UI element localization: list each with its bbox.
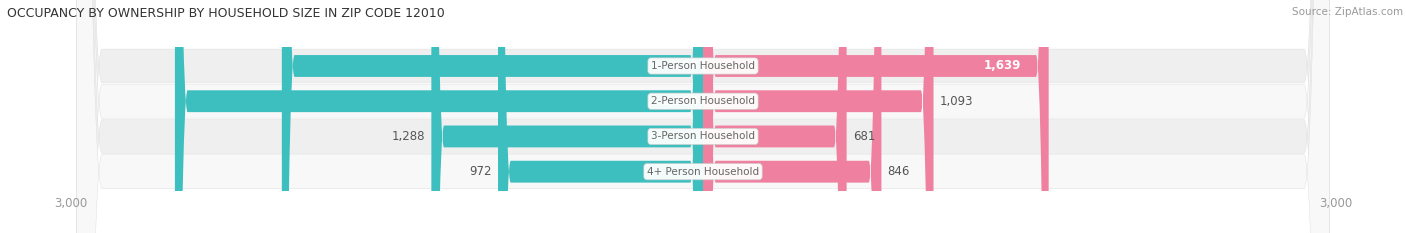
FancyBboxPatch shape bbox=[174, 0, 703, 233]
Text: 1,093: 1,093 bbox=[939, 95, 973, 108]
Text: 1,997: 1,997 bbox=[669, 59, 707, 72]
Text: Source: ZipAtlas.com: Source: ZipAtlas.com bbox=[1292, 7, 1403, 17]
FancyBboxPatch shape bbox=[703, 0, 1049, 233]
FancyBboxPatch shape bbox=[76, 0, 1330, 233]
Text: 681: 681 bbox=[853, 130, 876, 143]
Text: 4+ Person Household: 4+ Person Household bbox=[647, 167, 759, 177]
FancyBboxPatch shape bbox=[498, 0, 703, 233]
FancyBboxPatch shape bbox=[76, 0, 1330, 233]
Text: 972: 972 bbox=[470, 165, 492, 178]
Text: 1-Person Household: 1-Person Household bbox=[651, 61, 755, 71]
FancyBboxPatch shape bbox=[703, 0, 934, 233]
Text: 1,639: 1,639 bbox=[984, 59, 1021, 72]
Text: 846: 846 bbox=[887, 165, 910, 178]
FancyBboxPatch shape bbox=[432, 0, 703, 233]
Text: 2,504: 2,504 bbox=[661, 95, 699, 108]
Text: 1,288: 1,288 bbox=[391, 130, 425, 143]
Text: 3-Person Household: 3-Person Household bbox=[651, 131, 755, 141]
FancyBboxPatch shape bbox=[76, 0, 1330, 233]
FancyBboxPatch shape bbox=[703, 0, 882, 233]
FancyBboxPatch shape bbox=[703, 0, 846, 233]
Text: 2-Person Household: 2-Person Household bbox=[651, 96, 755, 106]
FancyBboxPatch shape bbox=[281, 0, 703, 233]
FancyBboxPatch shape bbox=[76, 0, 1330, 233]
Text: OCCUPANCY BY OWNERSHIP BY HOUSEHOLD SIZE IN ZIP CODE 12010: OCCUPANCY BY OWNERSHIP BY HOUSEHOLD SIZE… bbox=[7, 7, 444, 20]
